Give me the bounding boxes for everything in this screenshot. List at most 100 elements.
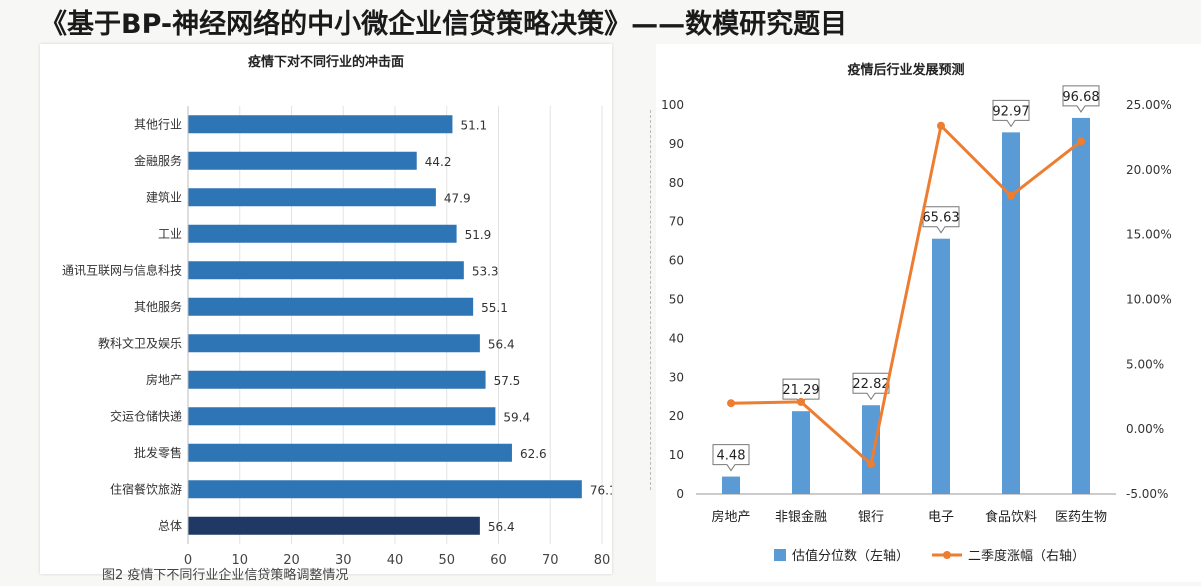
bar [188,115,453,134]
bar-value-label: 62.6 [520,447,547,461]
bar [188,480,582,499]
data-label-callout [1062,85,1100,113]
category-label: 食品饮料 [985,509,1037,525]
right-y-tick-label: 25.00% [1126,98,1172,112]
line-point [867,460,875,469]
category-label: 总体 [158,519,182,533]
bar [188,151,417,170]
category-label: 其他行业 [134,117,182,131]
industry-impact-chart: 疫情下对不同行业的冲击面 0 10 20 30 40 50 60 70 80 其他行业 51.1 金融服… [62,54,617,568]
x-tick-label: 10 [231,553,248,568]
category-label: 批发零售 [134,445,182,460]
data-label-callout [922,206,960,234]
line-point [1077,137,1085,146]
chart-title: 疫情下对不同行业的冲击面 [248,54,404,70]
category-label: 住宿餐饮旅游 [110,481,182,496]
x-tick-label: 50 [438,553,455,568]
left-y-tick-label: 50 [669,293,684,307]
bar [932,238,950,494]
line-point [797,397,805,406]
category-label: 通讯互联网与信息科技 [62,262,182,277]
right-y-tick-label: 15.00% [1126,228,1172,242]
bar-value-label: 53.3 [472,264,499,278]
x-tick-label: 80 [594,553,611,568]
bar-value-label: 57.5 [494,374,521,388]
bar [188,370,486,389]
left-y-tick-label: 80 [669,176,684,190]
bar-value-label: 4.48 [717,449,746,464]
bar-value-label: 55.1 [481,301,508,315]
bar-value-label: 76.1 [590,483,612,497]
bar-value-label: 92.97 [992,104,1029,119]
bar-value-label: 65.63 [922,211,959,226]
bar-value-label: 47.9 [444,191,471,205]
left-y-tick-label: 20 [669,409,684,423]
line-point [1007,191,1015,200]
left-y-tick-label: 100 [661,98,684,112]
legend-label: 二季度涨幅（右轴） [968,548,1085,564]
left-y-tick-label: 10 [669,448,684,462]
category-label: 电子 [928,510,954,525]
bar [188,188,436,207]
bar [722,476,740,494]
bar-value-label: 51.9 [465,228,492,242]
bar-value-label: 59.4 [503,410,530,424]
industry-forecast-chart: 疫情后行业发展预测 0 10 20 30 40 50 60 70 80 90 100 -5.00% 0.0… [661,62,1172,564]
bar-value-label: 56.4 [488,520,515,534]
bar [1072,117,1090,495]
category-label: 金融服务 [134,153,182,168]
right-y-tick-label: 0.00% [1126,422,1164,436]
bar-value-label: 21.29 [782,383,819,398]
industry-forecast-chart-panel: 疫情后行业发展预测 0 10 20 30 40 50 60 70 80 90 100 -5.00% 0.0… [656,44,1201,582]
bar [188,407,496,426]
category-label: 交运仓储快递 [110,408,182,423]
bar [188,334,480,353]
bar [188,443,512,462]
industry-impact-chart-panel: 疫情下对不同行业的冲击面 0 10 20 30 40 50 60 70 80 其他行业 51.1 金融服… [40,44,617,574]
x-tick-label: 60 [490,553,507,568]
legend-swatch-bar [774,549,786,561]
slide-title: 《基于BP-神经网络的中小微企业信贷策略决策》——数模研究题目 [40,9,848,40]
x-tick-label: 20 [283,553,300,568]
chart-title: 疫情后行业发展预测 [847,62,964,78]
bar-value-label: 44.2 [425,155,452,169]
legend-label: 估值分位数（左轴） [792,548,909,564]
category-label: 银行 [858,510,884,525]
line-point [727,399,735,408]
left-y-tick-label: 30 [669,370,684,384]
category-label: 医药生物 [1055,510,1107,525]
x-tick-label: 40 [387,553,404,568]
line-point [937,121,945,130]
category-label: 教科文卫及娱乐 [98,335,182,350]
bar [188,516,480,535]
bar [1002,132,1020,494]
bar-value-label: 51.1 [460,118,487,132]
left-y-tick-label: 90 [669,137,684,151]
category-label: 建筑业 [146,189,182,204]
bar-value-label: 96.68 [1062,90,1099,105]
bar [188,224,457,243]
category-label: 工业 [158,227,182,241]
x-tick-label: 0 [184,553,192,568]
category-label: 房地产 [711,509,750,525]
bar-value-label: 22.82 [852,377,889,392]
left-y-tick-label: 60 [669,254,684,268]
right-y-tick-label: 5.00% [1126,357,1164,371]
left-y-tick-label: 70 [669,215,684,229]
left-y-tick-label: 0 [676,487,684,501]
data-label-callout [712,444,750,472]
x-tick-label: 30 [335,553,352,568]
bar [188,297,474,316]
right-y-tick-label: -5.00% [1126,487,1168,501]
x-tick-label: 70 [542,553,559,568]
line-series [730,122,1082,468]
panel-divider [650,110,651,490]
category-label: 房地产 [146,372,182,387]
bar [862,405,880,494]
data-label-callout [992,99,1030,128]
bar [792,411,810,494]
figure-caption: 图2 疫情下不同行业企业信贷策略调整情况 [102,568,349,583]
right-y-tick-label: 20.00% [1126,163,1172,177]
category-label: 其他服务 [134,299,182,314]
bar-value-label: 56.4 [488,337,515,351]
